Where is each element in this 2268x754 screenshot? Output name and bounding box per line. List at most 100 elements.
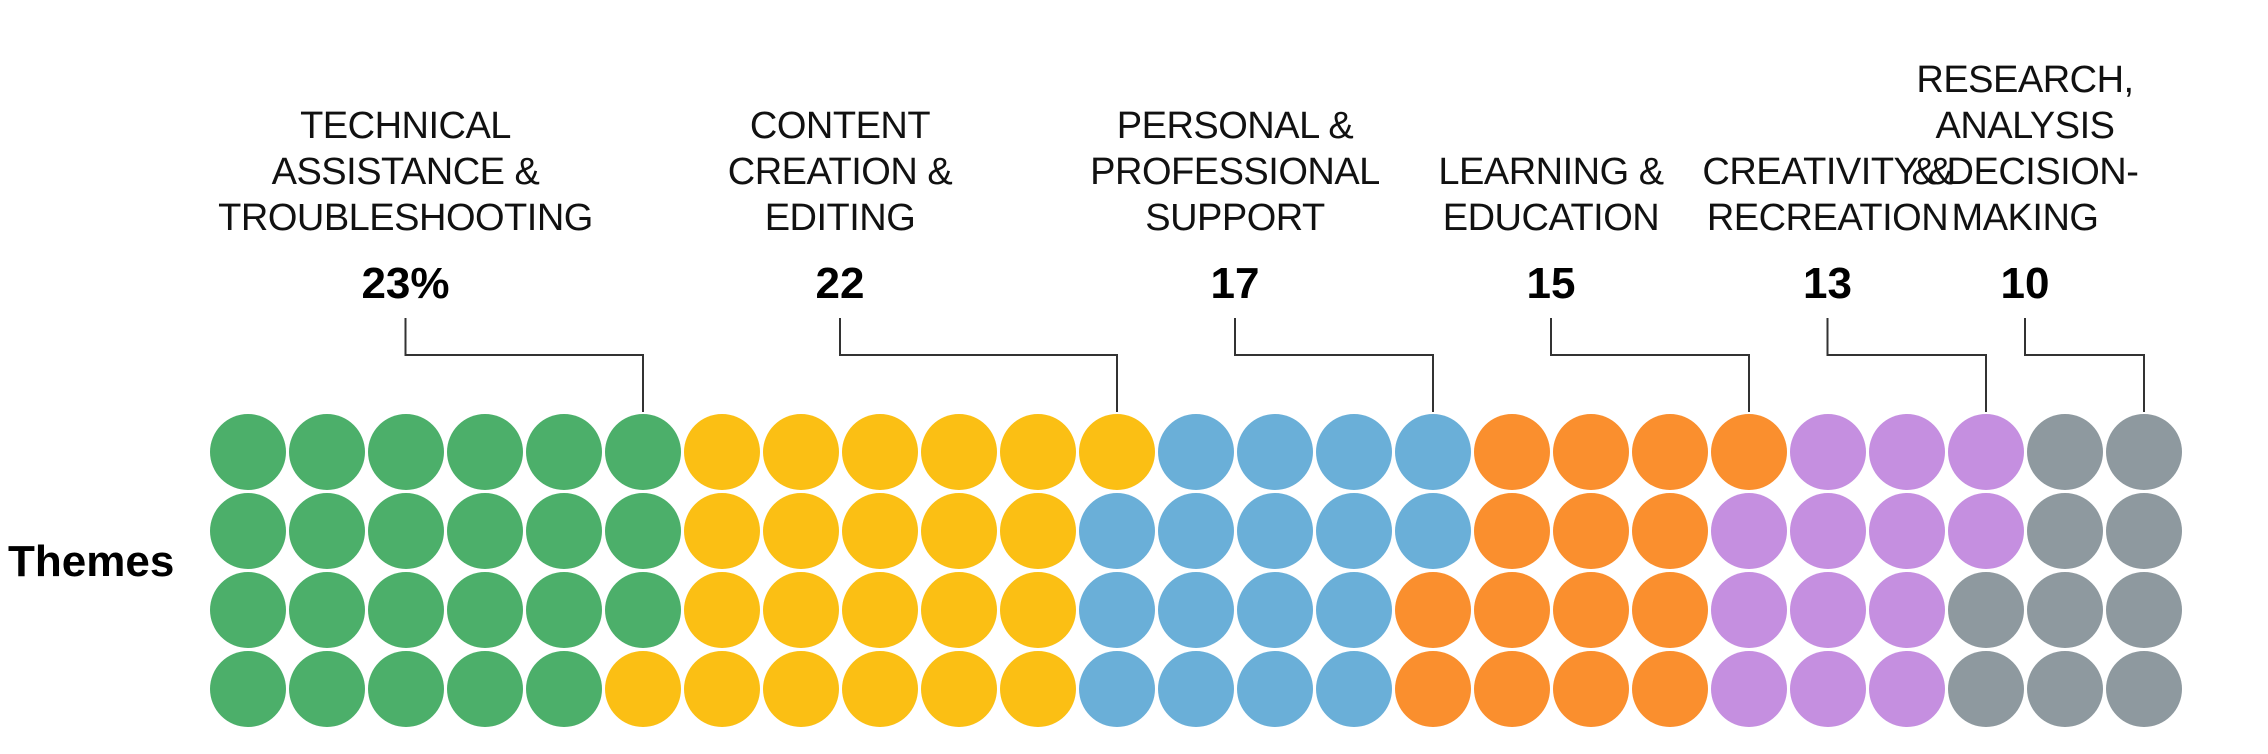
leader-lines	[404, 318, 2145, 412]
waffle-dot	[1632, 651, 1708, 727]
waffle-dot	[1395, 414, 1471, 490]
waffle-dot	[447, 572, 523, 648]
waffle-dot	[1158, 651, 1234, 727]
waffle-dot	[1711, 493, 1787, 569]
waffle-dot	[1079, 651, 1155, 727]
leader-line	[839, 318, 1118, 412]
waffle-dot	[210, 572, 286, 648]
waffle-dot	[368, 493, 444, 569]
waffle-dot	[447, 414, 523, 490]
waffle-dot	[1790, 493, 1866, 569]
waffle-dot	[2027, 493, 2103, 569]
category-value-label: 15	[1527, 259, 1576, 308]
waffle-dot	[289, 572, 365, 648]
waffle-dot	[1632, 414, 1708, 490]
category-name-label: EDITING	[765, 197, 916, 239]
waffle-dot	[447, 651, 523, 727]
waffle-dot	[605, 493, 681, 569]
waffle-dot	[1316, 493, 1392, 569]
waffle-dot	[684, 414, 760, 490]
waffle-dot	[921, 493, 997, 569]
category-name-label: MAKING	[1952, 197, 2099, 239]
waffle-dot	[210, 414, 286, 490]
waffle-dot	[1079, 572, 1155, 648]
category-name-label: TROUBLESHOOTING	[218, 197, 593, 239]
waffle-dot	[1158, 493, 1234, 569]
waffle-dot	[2027, 414, 2103, 490]
waffle-dot	[1000, 572, 1076, 648]
waffle-dot	[921, 414, 997, 490]
waffle-dot	[289, 493, 365, 569]
waffle-dot	[605, 414, 681, 490]
waffle-dot	[526, 651, 602, 727]
waffle-dot	[1395, 493, 1471, 569]
waffle-dot	[1000, 414, 1076, 490]
waffle-dot	[1790, 572, 1866, 648]
waffle-dot	[684, 651, 760, 727]
waffle-dot	[2106, 651, 2182, 727]
waffle-dot	[289, 414, 365, 490]
waffle-dot	[1869, 572, 1945, 648]
category-name-label: ASSISTANCE &	[272, 151, 540, 193]
category-value-label: 17	[1211, 259, 1260, 308]
category-value-label: 23%	[361, 259, 449, 308]
waffle-dot	[1237, 493, 1313, 569]
waffle-dot	[1553, 572, 1629, 648]
leader-line	[404, 318, 644, 412]
category-value-label: 13	[1803, 259, 1852, 308]
waffle-dot	[921, 651, 997, 727]
waffle-dot	[368, 414, 444, 490]
waffle-dot	[763, 493, 839, 569]
waffle-dot	[842, 414, 918, 490]
category-value-label: 22	[816, 259, 865, 308]
leader-line	[1550, 318, 1750, 412]
waffle-dot	[1000, 651, 1076, 727]
category-name-label: CONTENT	[750, 105, 930, 147]
waffle-dot	[1553, 493, 1629, 569]
waffle-dot	[1553, 414, 1629, 490]
waffle-dot	[763, 651, 839, 727]
leader-line	[2024, 318, 2145, 412]
waffle-dot	[2027, 651, 2103, 727]
waffle-dot	[1711, 414, 1787, 490]
waffle-dot	[1632, 572, 1708, 648]
waffle-dot	[842, 493, 918, 569]
waffle-dot	[526, 414, 602, 490]
leader-line	[1234, 318, 1434, 412]
waffle-dot	[1790, 414, 1866, 490]
waffle-dot	[1237, 572, 1313, 648]
row-label-themes: Themes	[8, 537, 174, 586]
category-name-label: EDUCATION	[1443, 197, 1659, 239]
waffle-dot	[1158, 414, 1234, 490]
leader-line	[1826, 318, 1987, 412]
waffle-dot	[1711, 651, 1787, 727]
waffle-dot	[289, 651, 365, 727]
waffle-dot	[447, 493, 523, 569]
waffle-dot	[763, 572, 839, 648]
category-name-label: RESEARCH,	[1916, 59, 2133, 101]
waffle-dot	[763, 414, 839, 490]
waffle-dot	[2106, 493, 2182, 569]
waffle-dot	[842, 651, 918, 727]
category-value-label: 10	[2001, 259, 2050, 308]
category-name-label: PROFESSIONAL	[1090, 151, 1380, 193]
waffle-dot	[1948, 493, 2024, 569]
category-name-label: CREATIVITY &	[1702, 151, 1952, 193]
waffle-dot	[1553, 651, 1629, 727]
waffle-dot	[1316, 414, 1392, 490]
category-name-label: SUPPORT	[1145, 197, 1325, 239]
waffle-dot	[1790, 651, 1866, 727]
category-name-label: LEARNING &	[1438, 151, 1663, 193]
waffle-dot	[2027, 572, 2103, 648]
waffle-dot	[1474, 493, 1550, 569]
waffle-dot	[210, 493, 286, 569]
waffle-dot	[1395, 651, 1471, 727]
waffle-dot	[684, 572, 760, 648]
waffle-dot	[526, 572, 602, 648]
category-name-label: TECHNICAL	[300, 105, 511, 147]
waffle-dot	[1948, 414, 2024, 490]
waffle-dot	[1000, 493, 1076, 569]
waffle-dot	[684, 493, 760, 569]
waffle-dot	[2106, 414, 2182, 490]
